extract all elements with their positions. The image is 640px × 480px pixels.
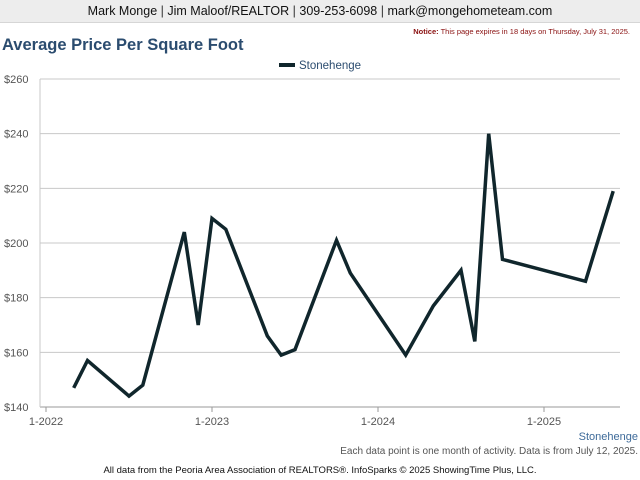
x-tick-label: 1-2024 [361,416,395,428]
data-footnote: Each data point is one month of activity… [340,446,638,457]
data-point [279,353,283,357]
data-point [348,271,352,275]
legend-label: Stonehenge [299,60,361,72]
agent-email[interactable]: mark@mongehometeam.com [387,4,553,18]
y-tick-label: $200 [4,238,28,250]
agent-name: Mark Monge [87,4,158,18]
data-point [182,230,186,234]
y-tick-label: $160 [4,347,28,359]
data-point [224,227,228,231]
data-point [196,323,200,327]
y-tick-label: $140 [4,402,28,414]
data-point [293,348,297,352]
y-tick-label: $260 [4,74,28,86]
series-label: Stonehenge [579,431,638,443]
data-point [72,386,76,390]
notice-label: Notice: [413,27,439,36]
price-per-sqft-chart: $140 $160 $180 $200 $220 $240 $260 1-2022 1-2023… [4,60,638,443]
series-line-stonehenge [72,133,615,399]
data-point [501,257,505,261]
notice-text: This page expires in 18 days on Thursday… [440,27,630,36]
expiry-notice: Notice: This page expires in 18 days on … [413,27,630,36]
agent-phone[interactable]: 309-253-6098 [299,4,378,18]
data-point [431,304,435,308]
x-tick-label: 1-2022 [29,416,63,428]
data-point [487,132,491,136]
y-tick-label: $180 [4,293,28,305]
data-point [141,383,145,387]
y-tick-label: $240 [4,129,28,141]
x-tick-label: 1-2025 [527,416,561,428]
data-point [459,268,463,272]
data-point [265,334,269,338]
data-point [473,339,477,343]
data-source-footer: All data from the Peoria Area Associatio… [103,465,537,476]
chart-title: Average Price Per Square Foot [2,36,244,54]
data-point [210,216,214,220]
separator: | [292,4,300,18]
agent-team: Jim Maloof/REALTOR [167,4,290,18]
agent-contact-bar: Mark Monge | Jim Maloof/REALTOR | 309-25… [0,0,640,23]
data-point [404,353,408,357]
data-point [86,359,90,363]
data-point [335,238,339,242]
separator: | [160,4,168,18]
data-point [127,394,131,398]
separator: | [380,4,388,18]
data-point [584,279,588,283]
data-point [611,189,615,193]
x-tick-label: 1-2023 [195,416,229,428]
y-tick-label: $220 [4,183,28,195]
